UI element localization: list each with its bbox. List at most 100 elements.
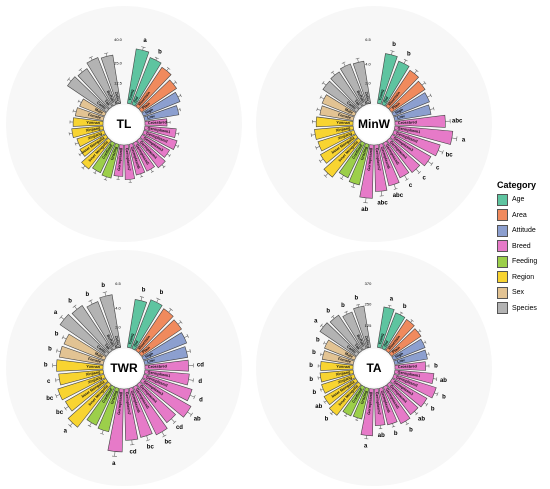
bar — [388, 328, 422, 357]
axis-tick-label: 0 — [367, 344, 370, 349]
bar — [329, 314, 363, 354]
bar — [72, 117, 104, 127]
error-cap — [179, 107, 181, 112]
error-cap — [405, 178, 409, 181]
bar — [385, 319, 415, 354]
bar — [352, 60, 371, 105]
significance-letter: b — [48, 347, 52, 353]
center-disc — [105, 105, 143, 143]
bar — [135, 308, 174, 354]
bar — [138, 79, 178, 113]
error-bar — [140, 173, 142, 177]
bar — [136, 137, 166, 169]
error-cap — [316, 107, 318, 112]
significance-letter: b — [101, 283, 105, 289]
bar — [67, 381, 112, 428]
error-bar — [434, 392, 438, 395]
significance-letter: b — [326, 309, 330, 315]
category-label: Yunnan — [336, 365, 351, 370]
error-bar — [177, 321, 182, 325]
bar — [348, 142, 370, 186]
error-cap — [317, 376, 319, 380]
significance-letter: b — [160, 290, 164, 296]
error-bar — [184, 335, 188, 338]
category-label: Zebu — [364, 91, 370, 101]
bar — [317, 129, 356, 152]
category-label: Male — [344, 108, 353, 115]
error-bar — [188, 379, 194, 381]
error-bar — [357, 58, 359, 63]
error-cap — [189, 349, 192, 353]
error-bar — [69, 132, 73, 135]
significance-letter: d — [199, 397, 203, 403]
category-label: Low — [397, 114, 405, 120]
bar — [92, 140, 116, 174]
category-label: Xinjiang — [335, 370, 351, 377]
error-cap — [154, 56, 159, 60]
bar — [132, 384, 168, 436]
legend-label: Feeding — [512, 258, 538, 266]
axis-tick-label: 12.5 — [114, 80, 123, 85]
error-bar — [345, 413, 348, 417]
error-cap — [102, 291, 108, 294]
error-cap — [331, 315, 335, 318]
legend-swatch — [497, 302, 508, 315]
bar — [392, 373, 437, 399]
error-bar — [142, 47, 144, 51]
error-bar — [393, 184, 396, 190]
significance-letter: ab — [378, 433, 385, 439]
bar — [321, 373, 356, 394]
bar — [330, 71, 363, 110]
bar — [143, 346, 189, 365]
category-label: Yak — [353, 99, 361, 107]
bar — [389, 378, 428, 408]
axis-tick-label: 4.0 — [115, 305, 121, 310]
error-bar — [187, 411, 192, 415]
legend-label: Breed — [512, 242, 531, 250]
bar — [388, 80, 426, 113]
bar — [381, 312, 406, 351]
bar — [385, 69, 420, 110]
category-label: Crossbred — [398, 120, 418, 125]
error-cap — [403, 58, 408, 62]
error-bar — [426, 353, 430, 355]
significance-letter: ab — [315, 404, 322, 410]
error-cap — [329, 412, 333, 416]
category-label: Grazing — [110, 145, 118, 160]
bar — [374, 144, 388, 192]
error-cap — [430, 162, 434, 166]
bar — [381, 60, 410, 107]
category-label: Cattle — [346, 345, 357, 355]
error-bar — [166, 68, 169, 71]
category-label: Xinjiang — [87, 131, 103, 141]
axis-tick-label: 40.0 — [114, 37, 123, 42]
error-cap — [178, 132, 180, 136]
error-bar — [438, 150, 443, 153]
error-cap — [418, 329, 422, 333]
bar — [71, 125, 105, 139]
axis-tick-label: 370 — [365, 281, 372, 286]
bar — [338, 140, 366, 179]
category-label: Zebu — [114, 335, 120, 345]
bar — [143, 125, 177, 139]
error-cap — [150, 170, 154, 173]
category-label: Plain — [391, 345, 401, 354]
bar — [127, 299, 148, 349]
error-bar — [80, 69, 83, 73]
category-label: Germplasm1 — [397, 370, 420, 378]
error-cap — [310, 133, 312, 138]
bar — [59, 314, 110, 357]
category-label: Old — [383, 339, 390, 347]
error-bar — [331, 411, 334, 415]
bar — [107, 388, 124, 453]
error-cap — [417, 171, 421, 175]
bar — [353, 305, 371, 349]
error-cap — [162, 434, 167, 438]
error-bar — [357, 304, 359, 308]
category-label: Germplasm7 — [125, 148, 131, 171]
error-bar — [146, 435, 149, 441]
error-bar — [74, 306, 78, 310]
bar — [142, 373, 193, 402]
category-label: Buffalo — [106, 90, 116, 104]
bar — [386, 381, 419, 416]
